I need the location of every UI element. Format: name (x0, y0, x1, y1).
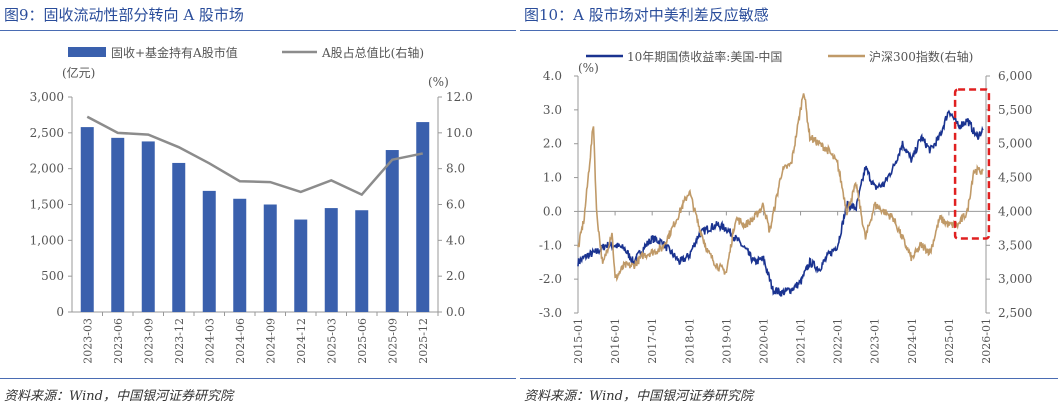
right-panel: 图10：A 股市场对中美利差反应敏感 -3.0 -2.0 -1.0 0.0 1.0 2.0… (520, 0, 1058, 408)
x-tick-label: 2026-01 (980, 318, 993, 364)
y-tick-label: 3.0 (543, 103, 562, 117)
legend-csi300-label: 沪深300指数(右轴) (869, 49, 973, 64)
bar (111, 137, 125, 312)
y2-axis-unit: (%) (428, 75, 449, 89)
y2-tick-label: 4.0 (446, 233, 465, 247)
x-tick-label: 2017-01 (646, 318, 659, 364)
y2-tick-label: 2,500 (998, 306, 1032, 320)
yield-spread-line (577, 109, 984, 297)
x-tick-label: 2024-01 (906, 318, 919, 364)
left-title: 图9：固收流动性部分转向 A 股市场 (4, 6, 244, 24)
left-panel: 图9：固收流动性部分转向 A 股市场 0 500 1,000 1,500 2,000 2,… (0, 0, 516, 408)
bar (233, 198, 247, 312)
x-tick-label: 2016-01 (609, 318, 622, 364)
x-tick-label: 2020-01 (757, 318, 770, 364)
y-tick-label: 2,500 (30, 126, 64, 140)
x-tick-label: 2025-12 (417, 318, 430, 364)
y-tick-label: -2.0 (539, 272, 562, 286)
y-axis-unit: (亿元) (62, 65, 95, 80)
y2-tick-label: 5,500 (998, 103, 1032, 117)
share-line (86, 115, 424, 197)
csi300-line (577, 93, 984, 283)
x-tick-label: 2023-03 (81, 318, 94, 364)
y-axis-unit: (%) (578, 61, 599, 75)
bar (263, 204, 277, 312)
x-tick-label: 2025-06 (356, 318, 369, 364)
y2-tick-label: 5,000 (998, 137, 1032, 151)
y2-tick-label: 0.0 (446, 305, 465, 319)
right-chart: -3.0 -2.0 -1.0 0.0 1.0 2.0 3.0 4.0 2,500 3,000 3,5… (539, 49, 1033, 364)
x-tick-label: 2023-12 (173, 318, 186, 364)
x-tick-label: 2019-01 (720, 318, 733, 364)
source-divider (0, 378, 516, 379)
x-tick-label: 2023-06 (112, 318, 125, 364)
x-tick-label: 2024-03 (203, 318, 216, 364)
x-tick-label: 2024-06 (234, 318, 247, 364)
y-tick-label: 2,000 (30, 162, 64, 176)
legend-bar-swatch (68, 47, 106, 57)
x-tick-label: 2025-03 (325, 318, 338, 364)
bar (324, 208, 338, 312)
x-tick-label: 2024-12 (295, 318, 308, 364)
title-divider (520, 30, 1058, 31)
y-tick-label: 0 (56, 305, 64, 319)
y2-tick-label: 3,500 (998, 238, 1032, 252)
x-tick-label: 2025-01 (943, 318, 956, 364)
x-tick-label: 2015-01 (572, 318, 585, 364)
left-source: 资料来源：Wind，中国银河证券研究院 (4, 389, 233, 404)
x-tick-label: 2021-01 (795, 318, 808, 364)
x-tick-label: 2024-09 (264, 318, 277, 364)
y-tick-label: 1.0 (543, 171, 562, 185)
legend-bar-label: 固收+基金持有A股市值 (111, 45, 238, 60)
bar (416, 122, 430, 312)
y2-tick-label: 8.0 (446, 162, 465, 176)
right-source: 资料来源：Wind，中国银河证券研究院 (524, 389, 753, 404)
y2-tick-label: 4,000 (998, 204, 1032, 218)
x-tick-label: 2022-01 (832, 318, 845, 364)
y2-tick-label: 3,000 (998, 272, 1032, 286)
right-title: 图10：A 股市场对中美利差反应敏感 (524, 6, 769, 24)
bar (141, 141, 155, 312)
x-tick-label: 2018-01 (683, 318, 696, 364)
y2-tick-label: 10.0 (446, 126, 473, 140)
title-divider (0, 30, 516, 31)
y2-tick-label: 6,000 (998, 69, 1032, 83)
y-tick-label: 0.0 (543, 204, 562, 218)
y-tick-label: 1,500 (30, 198, 64, 212)
y-tick-label: 3,000 (30, 90, 64, 104)
y2-tick-label: 12.0 (446, 90, 473, 104)
x-tick-label: 2023-01 (869, 318, 882, 364)
y-tick-label: -3.0 (539, 306, 562, 320)
x-tick-label: 2023-09 (142, 318, 155, 364)
y2-tick-label: 4,500 (998, 171, 1032, 185)
y2-tick-label: 6.0 (446, 198, 465, 212)
y-tick-label: -1.0 (539, 238, 562, 252)
bar (385, 150, 399, 312)
bar (202, 190, 216, 312)
y-tick-label: 4.0 (543, 69, 562, 83)
y-tick-label: 500 (41, 269, 64, 283)
highlight-box (953, 88, 991, 240)
bar (80, 127, 94, 312)
legend-spread-label: 10年期国债收益率:美国-中国 (627, 49, 782, 64)
y-tick-label: 2.0 (543, 137, 562, 151)
bar (294, 219, 308, 312)
bar (172, 162, 186, 312)
x-tick-label: 2025-09 (386, 318, 399, 364)
y2-tick-label: 2.0 (446, 269, 465, 283)
left-chart: 0 500 1,000 1,500 2,000 2,500 3,000 0.0 2.0 4.0 6.… (30, 45, 473, 364)
bar (355, 210, 369, 312)
source-divider (520, 378, 1058, 379)
legend-line-label: A股占总值比(右轴) (321, 45, 424, 60)
y-tick-label: 1,000 (30, 233, 64, 247)
